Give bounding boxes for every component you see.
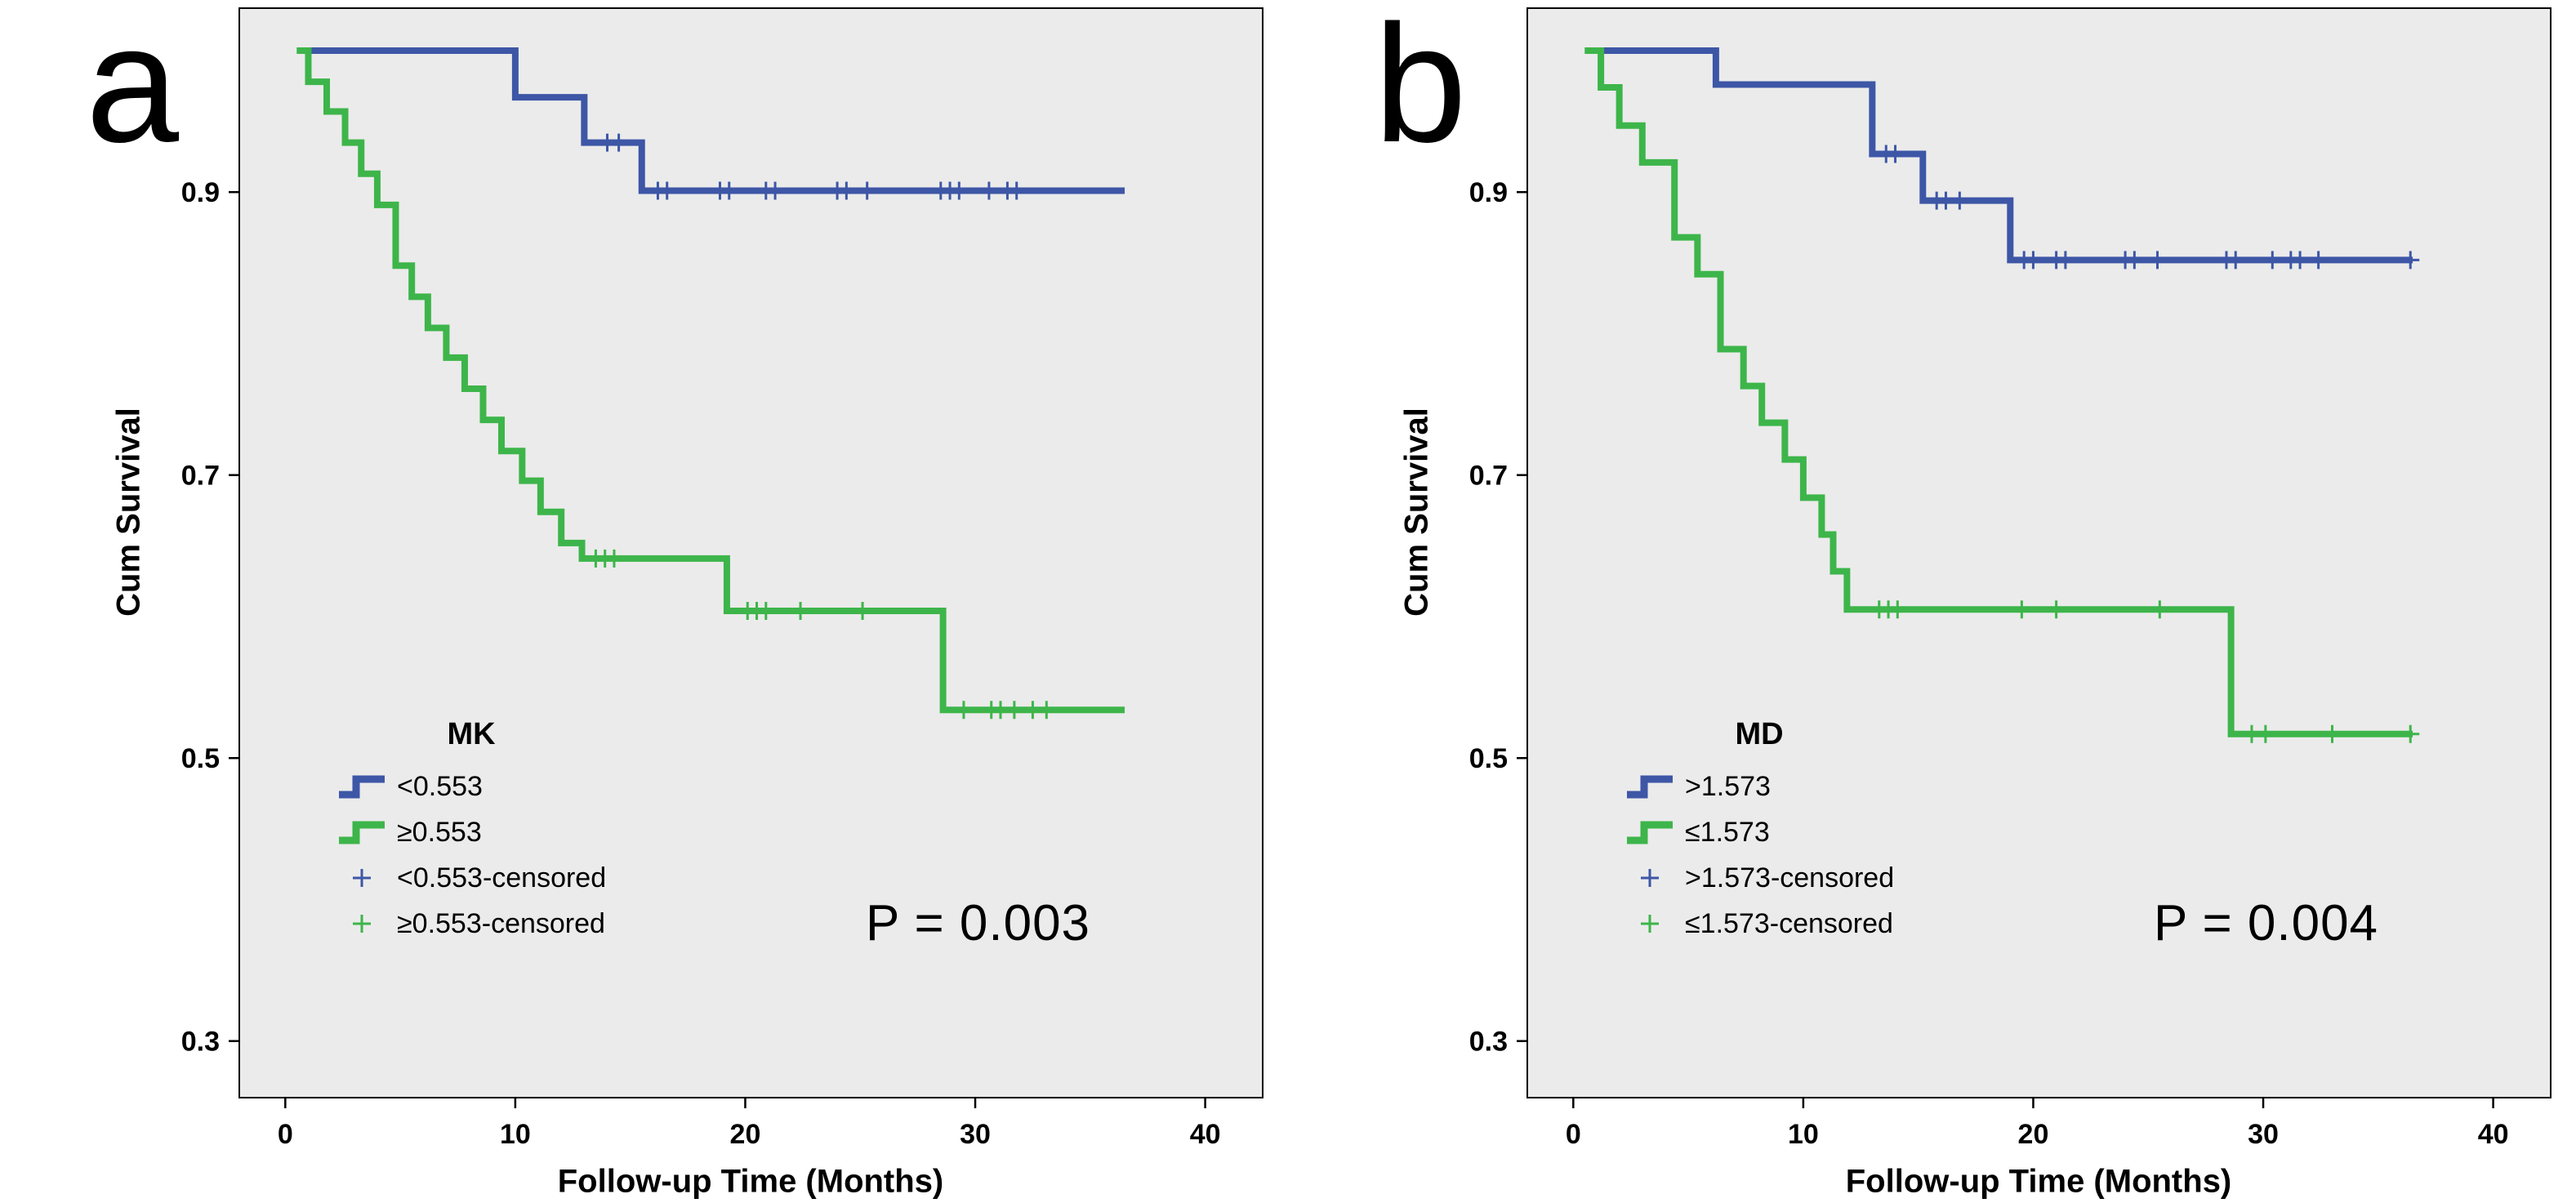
censor-marker-icon (353, 915, 371, 933)
svg-text:40: 40 (1190, 1119, 1221, 1150)
censor-marker-icon (353, 869, 371, 887)
legend: MK <0.553 ≥0.553 <0.553-censored (336, 717, 606, 947)
km-plot: 0 10 20 30 40 0.3 0.5 0.7 0.9 (1469, 7, 2551, 1150)
svg-text:10: 10 (1788, 1119, 1819, 1150)
panel-a: 0 10 20 30 40 0.3 0.5 0.7 0.9 a Cum Survival Fol… (86, 0, 1263, 1200)
legend-item: >1.573-censored (1624, 855, 1894, 901)
legend-item: ≥0.553 (336, 809, 606, 855)
legend-item: >1.573 (1624, 764, 1894, 809)
svg-text:0.3: 0.3 (1469, 1027, 1508, 1058)
svg-text:0.5: 0.5 (1469, 743, 1508, 774)
legend-item-label: >1.573-censored (1685, 862, 1895, 893)
panel-letter: b (1374, 0, 1468, 177)
x-axis-title: Follow-up Time (Months) (1845, 1163, 2232, 1200)
svg-text:30: 30 (960, 1119, 991, 1150)
legend-item: <0.553 (336, 764, 606, 809)
censor-marker-icon (1641, 869, 1659, 887)
legend-item-label: <0.553 (397, 770, 483, 802)
legend-item-label: ≤1.573 (1685, 816, 1770, 848)
svg-text:0.7: 0.7 (1469, 461, 1508, 492)
censor-marker-icon (1641, 915, 1659, 933)
svg-text:0.5: 0.5 (181, 743, 220, 774)
legend-title: MK (447, 717, 496, 751)
svg-text:0: 0 (1566, 1119, 1581, 1150)
legend-item: ≤1.573 (1624, 809, 1894, 855)
legend-item-label: ≤1.573-censored (1685, 907, 1893, 939)
p-value-annotation: P = 0.004 (2154, 895, 2379, 951)
line-swatch-icon (1627, 821, 1673, 844)
svg-text:0.9: 0.9 (1469, 177, 1508, 208)
svg-text:20: 20 (730, 1119, 761, 1150)
svg-text:10: 10 (500, 1119, 531, 1150)
legend: MD >1.573 ≤1.573 >1.573-censored (1624, 717, 1894, 947)
x-axis-title: Follow-up Time (Months) (557, 1163, 944, 1200)
line-swatch-icon (1627, 775, 1673, 799)
y-axis-title: Cum Survival (1398, 408, 1435, 617)
legend-item-label: >1.573 (1685, 770, 1771, 802)
svg-text:0.9: 0.9 (181, 177, 220, 208)
svg-text:0: 0 (278, 1119, 293, 1150)
legend-item-label: ≥0.553-censored (397, 907, 605, 939)
panel-b: 0 10 20 30 40 0.3 0.5 0.7 0.9 b Cum Survival Fol… (1288, 0, 2576, 1203)
p-value-annotation: P = 0.003 (866, 895, 1091, 951)
svg-text:40: 40 (2478, 1119, 2509, 1150)
km-plot: 0 10 20 30 40 0.3 0.5 0.7 0.9 (181, 7, 1263, 1150)
legend-item: ≤1.573-censored (1624, 901, 1894, 947)
svg-text:20: 20 (2018, 1119, 2049, 1150)
svg-text:0.7: 0.7 (181, 461, 220, 492)
svg-text:0.3: 0.3 (181, 1027, 220, 1058)
legend-item: ≥0.553-censored (336, 901, 606, 947)
line-swatch-icon (339, 775, 385, 799)
legend-item-label: <0.553-censored (397, 862, 607, 893)
legend-item-label: ≥0.553 (397, 816, 482, 848)
legend-item: <0.553-censored (336, 855, 606, 901)
y-axis-title: Cum Survival (110, 408, 147, 617)
svg-text:30: 30 (2248, 1119, 2279, 1150)
panel-letter: a (86, 0, 180, 177)
legend-title: MD (1735, 717, 1784, 751)
line-swatch-icon (339, 821, 385, 844)
